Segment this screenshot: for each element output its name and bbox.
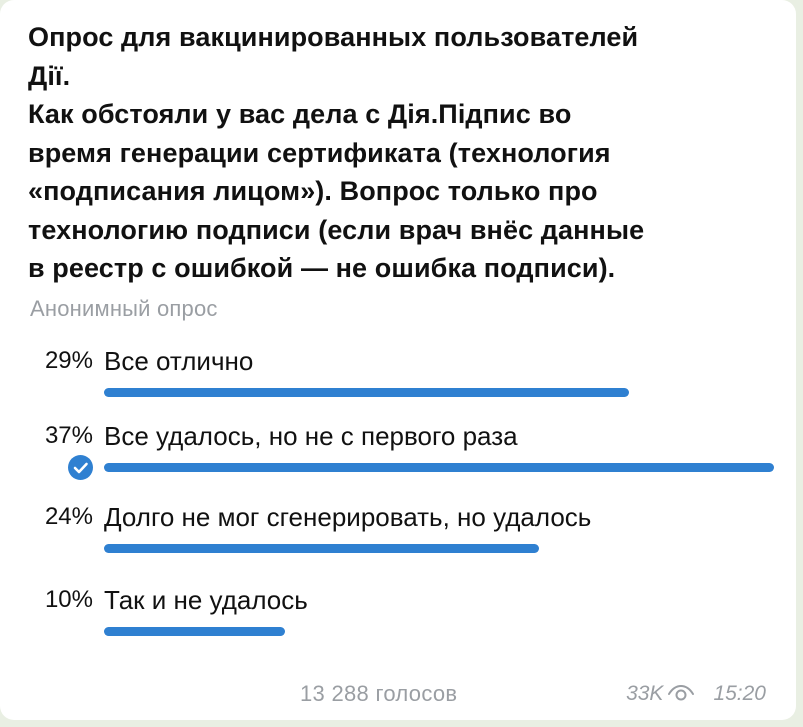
poll-type-label: Анонимный опрос [30,296,218,321]
option-percent: 29% [44,347,93,374]
poll-question-line: Опрос для вакцинированных пользователей [28,22,639,52]
poll-option-3[interactable]: 24% Долго не мог сгенерировать, но удало… [0,502,796,582]
poll-question-line: «подписания лицом»). Вопрос только про [28,176,598,206]
poll-question-line: Как обстояли у вас дела с Дія.Підпис во [28,99,572,129]
option-label: Все удалось, но не с первого раза [104,421,518,451]
poll-option-2[interactable]: 37% Все удалось, но не с первого раза [0,421,796,501]
option-result-bar [104,388,629,397]
option-percent: 37% [44,422,93,449]
option-result-bar [104,463,774,472]
option-percent: 10% [44,586,93,613]
poll-question: Опрос для вакцинированных пользователей … [28,18,768,288]
poll-question-line: Дії. [28,60,71,91]
option-result-bar [104,544,539,553]
poll-question-line: время генерации сертификата (технология [28,137,611,168]
option-result-bar [104,627,285,636]
option-label: Все отлично [104,346,254,376]
message-time: 15:20 [713,682,766,705]
option-label: Долго не мог сгенерировать, но удалось [104,502,592,532]
message-meta: 33K 15:20 [626,682,766,706]
eye-icon [667,684,695,704]
poll-option-1[interactable]: 29% Все отлично [0,346,796,426]
poll-votes-count[interactable]: 13 288 голосов [300,681,458,706]
poll-question-line: в реестр с ошибкой — не ошибка подписи). [28,253,616,283]
poll-option-4[interactable]: 10% Так и не удалось [0,585,796,665]
option-label: Так и не удалось [104,585,308,615]
option-percent: 24% [44,503,93,530]
checkmark-icon [68,455,93,480]
views-count: 33K [626,682,664,705]
poll-question-line: технологию подписи (если врач внёс данны… [28,214,645,245]
